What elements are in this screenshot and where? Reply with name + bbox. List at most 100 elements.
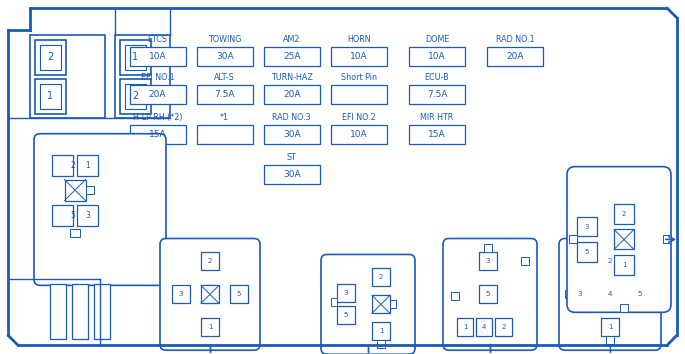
Bar bbox=[372, 268, 390, 286]
Text: 2: 2 bbox=[47, 52, 53, 62]
Text: 2: 2 bbox=[208, 258, 212, 264]
Text: 2: 2 bbox=[501, 324, 506, 330]
Bar bbox=[479, 252, 497, 270]
Text: 3: 3 bbox=[85, 211, 90, 219]
Bar bbox=[372, 295, 390, 313]
Bar bbox=[614, 256, 634, 275]
Text: 2: 2 bbox=[71, 161, 75, 170]
Text: 5: 5 bbox=[486, 291, 490, 297]
Text: EFI NO.2: EFI NO.2 bbox=[342, 113, 376, 122]
Bar bbox=[372, 322, 390, 340]
Text: 10A: 10A bbox=[149, 52, 166, 61]
Bar bbox=[77, 205, 98, 225]
Bar bbox=[230, 285, 248, 303]
Text: 10A: 10A bbox=[350, 130, 368, 139]
Text: 10A: 10A bbox=[350, 52, 368, 61]
FancyBboxPatch shape bbox=[567, 167, 671, 312]
Bar bbox=[94, 284, 110, 339]
Text: 5: 5 bbox=[71, 211, 75, 219]
Text: DOME: DOME bbox=[425, 35, 449, 44]
Text: 1: 1 bbox=[622, 262, 626, 268]
Text: 1: 1 bbox=[608, 324, 612, 330]
Bar bbox=[605, 285, 615, 303]
Bar bbox=[521, 257, 529, 266]
Bar bbox=[52, 155, 73, 176]
Bar bbox=[577, 217, 597, 236]
Bar bbox=[451, 292, 459, 300]
Bar bbox=[129, 125, 186, 144]
Text: 5: 5 bbox=[344, 312, 348, 318]
Text: 1: 1 bbox=[132, 52, 138, 62]
Text: Short Pin: Short Pin bbox=[341, 73, 377, 82]
Bar bbox=[571, 285, 589, 303]
Bar bbox=[577, 242, 597, 262]
Text: ECU-B: ECU-B bbox=[425, 73, 449, 82]
Bar bbox=[35, 40, 66, 75]
Text: 4: 4 bbox=[482, 324, 486, 330]
Bar bbox=[201, 285, 219, 303]
Text: AM2: AM2 bbox=[283, 35, 301, 44]
Bar bbox=[390, 300, 396, 308]
FancyBboxPatch shape bbox=[559, 239, 661, 350]
Text: 5: 5 bbox=[237, 291, 241, 297]
Bar bbox=[457, 318, 473, 336]
Bar bbox=[565, 290, 571, 298]
Text: 1: 1 bbox=[379, 328, 383, 334]
Bar bbox=[50, 284, 66, 339]
Bar bbox=[331, 125, 387, 144]
Bar bbox=[606, 336, 614, 344]
FancyBboxPatch shape bbox=[160, 239, 260, 350]
Bar bbox=[331, 298, 337, 306]
Bar bbox=[77, 155, 98, 176]
Bar bbox=[264, 165, 320, 184]
Text: 3: 3 bbox=[585, 223, 589, 229]
Bar bbox=[70, 229, 80, 238]
Text: ETCS: ETCS bbox=[147, 35, 168, 44]
Bar bbox=[484, 245, 492, 252]
Text: 7.5A: 7.5A bbox=[214, 90, 235, 99]
Text: 15A: 15A bbox=[149, 130, 166, 139]
Bar bbox=[337, 284, 355, 302]
Bar bbox=[487, 47, 543, 66]
Text: RAD NO.3: RAD NO.3 bbox=[273, 113, 311, 122]
Bar bbox=[649, 290, 655, 298]
Text: 2: 2 bbox=[608, 258, 612, 264]
Bar bbox=[129, 47, 186, 66]
Text: 30A: 30A bbox=[283, 170, 301, 179]
Text: ALT-S: ALT-S bbox=[214, 73, 235, 82]
Bar bbox=[197, 125, 253, 144]
Bar bbox=[631, 285, 649, 303]
Text: 4: 4 bbox=[608, 291, 612, 297]
Bar bbox=[201, 252, 219, 270]
Text: 5: 5 bbox=[638, 291, 642, 297]
Text: 7.5A: 7.5A bbox=[427, 90, 447, 99]
Bar bbox=[337, 306, 355, 324]
Text: *1: *1 bbox=[220, 113, 229, 122]
Text: EFI NO.1: EFI NO.1 bbox=[140, 73, 175, 82]
Text: 2: 2 bbox=[622, 211, 626, 217]
Bar bbox=[120, 79, 151, 114]
Text: H-LP RH (*2): H-LP RH (*2) bbox=[133, 113, 182, 122]
Bar bbox=[40, 45, 61, 70]
Bar bbox=[476, 318, 493, 336]
Bar bbox=[409, 85, 465, 104]
Bar bbox=[125, 84, 146, 109]
FancyBboxPatch shape bbox=[34, 134, 166, 285]
FancyBboxPatch shape bbox=[443, 239, 537, 350]
Text: 30A: 30A bbox=[216, 52, 234, 61]
Bar bbox=[206, 285, 214, 303]
Text: 25A: 25A bbox=[283, 52, 301, 61]
Text: 15A: 15A bbox=[428, 130, 446, 139]
Bar bbox=[601, 252, 619, 270]
Bar bbox=[52, 205, 73, 225]
Bar bbox=[331, 85, 387, 104]
Text: TOWING: TOWING bbox=[208, 35, 241, 44]
Bar bbox=[601, 318, 619, 336]
Text: 20A: 20A bbox=[283, 90, 301, 99]
Bar bbox=[479, 285, 497, 303]
Text: HORN: HORN bbox=[347, 35, 371, 44]
Bar bbox=[264, 85, 320, 104]
Bar bbox=[115, 35, 170, 118]
Text: 3: 3 bbox=[577, 291, 582, 297]
Text: 10A: 10A bbox=[428, 52, 446, 61]
